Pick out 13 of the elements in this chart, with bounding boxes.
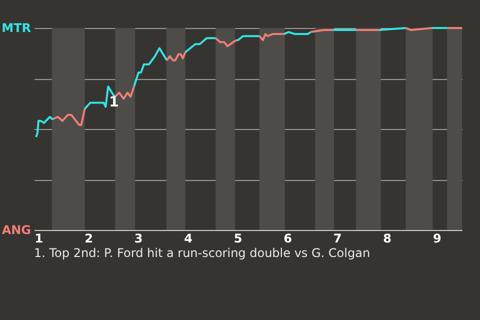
text: ANG (2, 223, 31, 237)
text: 1. Top 2nd: P. Ford hit a run-scoring double vs G. Colgan (34, 246, 370, 260)
text: MTR (2, 21, 31, 35)
x-tick-label: 4 (184, 232, 192, 246)
x-tick-label: 8 (383, 232, 392, 246)
x-tick-label: 1 (34, 232, 44, 246)
x-tick-label: 7 (333, 232, 342, 246)
x-tick-label: 6 (284, 232, 292, 246)
x-tick-label: 2 (84, 232, 93, 246)
x-tick-label: 9 (432, 232, 442, 246)
x-tick-label: 5 (234, 232, 242, 246)
x-tick-label: 3 (134, 232, 143, 246)
annotation: 1 (109, 94, 119, 111)
